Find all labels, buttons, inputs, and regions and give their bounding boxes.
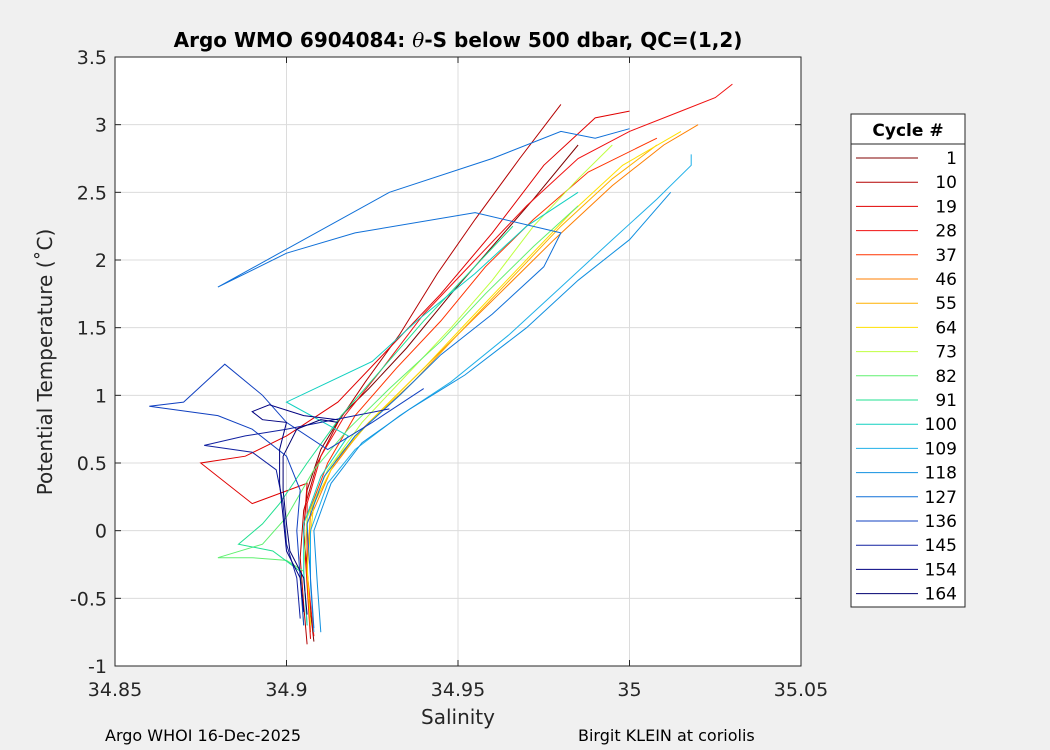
x-tick-label: 34.9 xyxy=(265,679,307,701)
series-line-cycle-164 xyxy=(282,419,338,615)
series-line-cycle-28 xyxy=(306,83,733,637)
legend-label: 73 xyxy=(935,343,957,363)
footer-author: Birgit KLEIN at coriolis xyxy=(578,726,755,745)
x-axis-label: Salinity xyxy=(421,705,495,729)
legend-label: 127 xyxy=(925,488,957,508)
legend-box xyxy=(850,113,966,608)
y-tick-label: 3 xyxy=(95,115,107,137)
y-tick-label: 2.5 xyxy=(77,182,107,204)
legend-label: 154 xyxy=(925,560,957,580)
legend-label: 55 xyxy=(935,294,957,314)
y-axis-label: Potential Temperature (˚C) xyxy=(33,229,57,496)
y-tick-label: 1.5 xyxy=(77,318,107,340)
legend-label: 118 xyxy=(925,464,957,484)
x-tick-label: 34.85 xyxy=(88,679,142,701)
x-tick-label: 35 xyxy=(617,679,641,701)
chart-title: Argo WMO 6904084: θ-S below 500 dbar, QC… xyxy=(174,28,743,52)
y-tick-label: 2 xyxy=(95,250,107,272)
legend-label: 136 xyxy=(925,512,957,532)
data-lines xyxy=(149,83,733,645)
series-line-cycle-118 xyxy=(313,191,672,633)
y-tick-label: 1 xyxy=(95,385,107,407)
x-tick-labels: 34.85 34.9 34.95 35 35.05 xyxy=(88,679,828,701)
legend-label: 10 xyxy=(935,173,957,193)
y-tick-label: 0 xyxy=(95,521,107,543)
series-line-cycle-19 xyxy=(199,110,630,639)
series-line-cycle-154 xyxy=(251,404,338,612)
legend-label: 37 xyxy=(935,246,957,266)
series-line-cycle-136 xyxy=(149,363,424,626)
series-line-cycle-100 xyxy=(285,191,579,626)
legend-label: 28 xyxy=(935,222,957,242)
series-line-cycle-73 xyxy=(303,144,613,626)
series-line-cycle-91 xyxy=(237,225,514,626)
legend: Cycle # 1 10 19 28 37 46 55 64 73 82 91 100 109 118 12… xyxy=(850,113,966,608)
y-tick-label: -1 xyxy=(88,656,107,678)
legend-entries: 1 10 19 28 37 46 55 64 73 82 91 100 109 118 127 136 145 1… xyxy=(856,149,957,605)
legend-label: 164 xyxy=(925,585,957,605)
y-tick-label: -0.5 xyxy=(70,588,107,610)
series-line-cycle-10 xyxy=(299,104,562,645)
legend-title: Cycle # xyxy=(872,121,943,141)
series-line-cycle-64 xyxy=(306,130,682,626)
legend-label: 91 xyxy=(935,391,957,411)
y-tick-label: 3.5 xyxy=(77,47,107,69)
x-tick-label: 34.95 xyxy=(431,679,485,701)
series-line-cycle-145 xyxy=(204,408,390,619)
legend-label: 1 xyxy=(946,149,957,169)
legend-label: 82 xyxy=(935,367,957,387)
y-tick-label: 0.5 xyxy=(77,453,107,475)
series-line-cycle-127 xyxy=(217,128,630,629)
legend-label: 64 xyxy=(935,318,957,338)
series-line-cycle-109 xyxy=(310,154,692,633)
y-tick-labels: -1 -0.5 0 0.5 1 1.5 2 2.5 3 3.5 xyxy=(70,47,107,678)
legend-label: 19 xyxy=(935,197,957,217)
legend-label: 109 xyxy=(925,439,957,459)
axis-ticks xyxy=(114,56,802,667)
x-tick-label: 35.05 xyxy=(774,679,828,701)
series-line-cycle-37 xyxy=(306,137,658,633)
legend-label: 145 xyxy=(925,536,957,556)
legend-label: 46 xyxy=(935,270,957,290)
footer-source: Argo WHOI 16-Dec-2025 xyxy=(105,726,302,745)
legend-label: 100 xyxy=(925,415,957,435)
